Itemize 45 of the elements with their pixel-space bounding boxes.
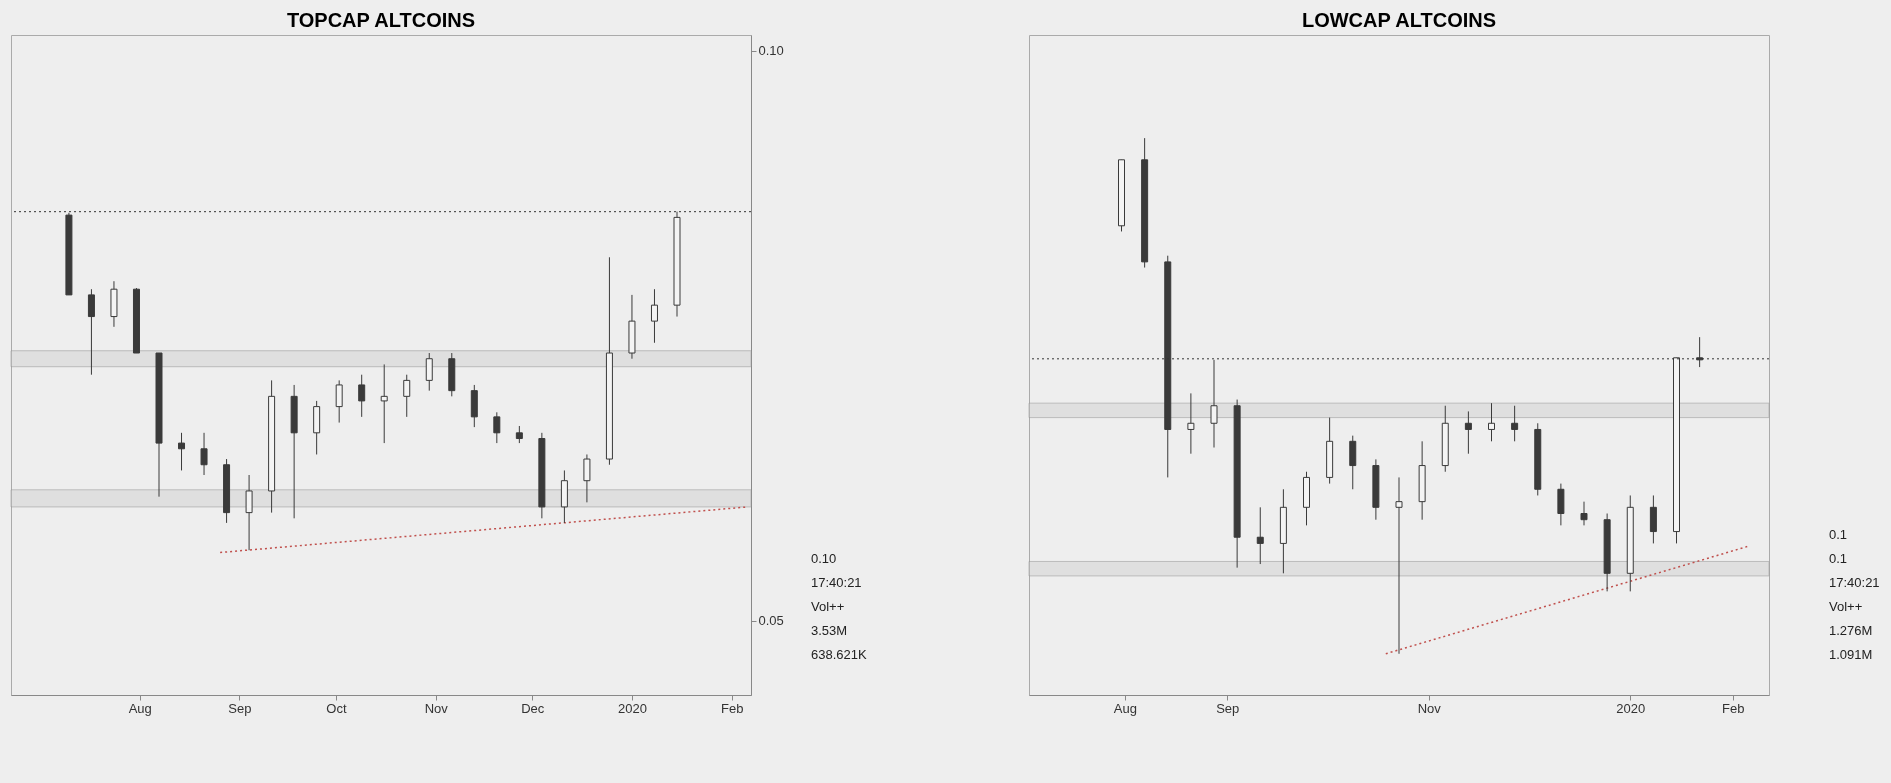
x-tick-label: Feb	[1721, 700, 1745, 716]
text: 638.621K	[811, 647, 867, 662]
text: Vol++	[1829, 599, 1863, 614]
candlestick	[87, 288, 95, 376]
text: 17:40:21	[1829, 575, 1880, 590]
chart-title: TOPCAP ALTCOINS	[286, 9, 476, 31]
candlestick	[380, 363, 388, 444]
chart-title: LOWCAP ALTCOINS	[1301, 9, 1497, 31]
candlestick	[178, 432, 186, 471]
candlestick	[1464, 410, 1472, 455]
candlestick	[403, 374, 411, 418]
text: 0.1	[1829, 527, 1848, 542]
x-tick-label: Sep	[1216, 700, 1240, 716]
candlestick	[650, 288, 658, 344]
candlestick	[493, 411, 501, 444]
candlestick	[1488, 402, 1495, 442]
x-tick-label: Nov	[1417, 700, 1442, 716]
text: 1.276M	[1829, 623, 1873, 638]
candlestick	[1187, 392, 1195, 455]
x-tick-label: Aug	[128, 700, 152, 716]
x-tick-label: Dec	[521, 700, 545, 716]
text: 1.091M	[1829, 647, 1873, 662]
text: 0.10	[811, 551, 837, 566]
x-tick-label: Sep	[228, 700, 252, 716]
candlestick	[1256, 506, 1264, 565]
candlestick	[425, 352, 433, 392]
y-tick-label: 0.05	[758, 613, 784, 629]
candlestick	[1395, 476, 1403, 655]
text: 3.53M	[811, 623, 848, 638]
x-tick-label: 2020	[1616, 700, 1646, 716]
x-tick-label: Aug	[1113, 700, 1137, 716]
x-tick-label: Nov	[424, 700, 449, 716]
candlestick	[583, 453, 591, 503]
x-tick-label: Oct	[326, 700, 347, 716]
x-tick-label: Feb	[720, 700, 744, 716]
candlestick	[335, 379, 343, 424]
x-tick-label: 2020	[618, 700, 647, 716]
candlestick	[245, 474, 253, 551]
candlestick	[1511, 405, 1519, 442]
text: 0.1	[1829, 551, 1848, 566]
candlestick	[358, 374, 366, 418]
text: Vol++	[811, 599, 845, 614]
candlestick	[200, 432, 208, 476]
candlestick	[1580, 501, 1588, 526]
text: 17:40:21	[811, 575, 862, 590]
